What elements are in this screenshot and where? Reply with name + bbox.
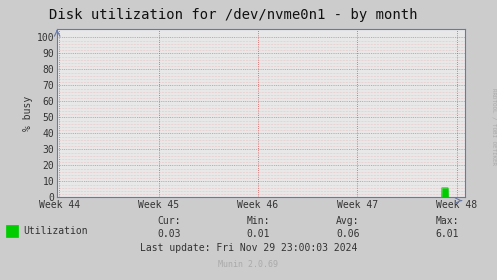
Text: 6.01: 6.01 [435, 229, 459, 239]
Text: Max:: Max: [435, 216, 459, 226]
Text: 0.03: 0.03 [157, 229, 181, 239]
Text: Disk utilization for /dev/nvme0n1 - by month: Disk utilization for /dev/nvme0n1 - by m… [49, 8, 418, 22]
Text: Cur:: Cur: [157, 216, 181, 226]
Text: Utilization: Utilization [23, 226, 88, 236]
Text: Last update: Fri Nov 29 23:00:03 2024: Last update: Fri Nov 29 23:00:03 2024 [140, 243, 357, 253]
Text: 0.01: 0.01 [247, 229, 270, 239]
Text: RRDTOOL / TOBI OETIKER: RRDTOOL / TOBI OETIKER [491, 87, 496, 165]
Text: 0.06: 0.06 [336, 229, 360, 239]
Y-axis label: % busy: % busy [22, 96, 33, 131]
Text: Avg:: Avg: [336, 216, 360, 226]
Text: Munin 2.0.69: Munin 2.0.69 [219, 260, 278, 269]
Text: Min:: Min: [247, 216, 270, 226]
